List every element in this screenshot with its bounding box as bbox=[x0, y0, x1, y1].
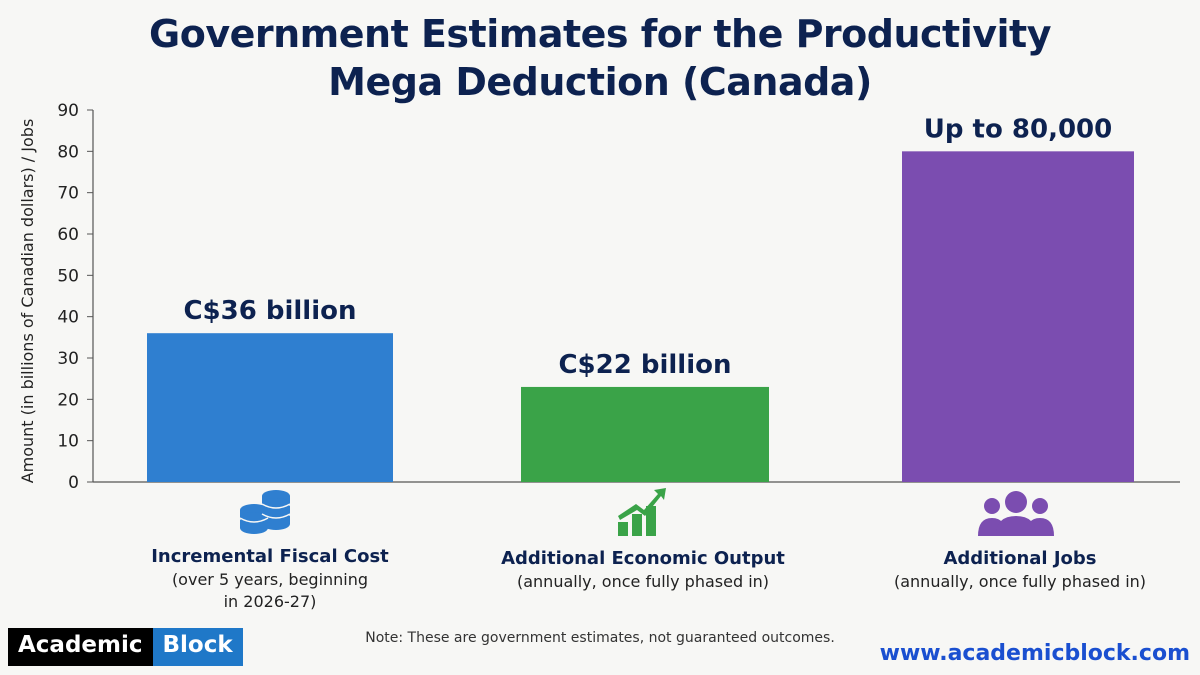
category-name: Incremental Fiscal Cost bbox=[151, 546, 389, 567]
category-name: Additional Jobs bbox=[943, 548, 1097, 569]
people-group-icon bbox=[976, 490, 1056, 542]
brand-logo[interactable]: Academic Block bbox=[8, 628, 243, 666]
brand-logo-part-2: Block bbox=[152, 628, 243, 666]
website-link[interactable]: www.academicblock.com bbox=[879, 641, 1190, 666]
bar-value-label: Up to 80,000 bbox=[924, 114, 1112, 144]
category-label-jobs: Additional Jobs (annually, once fully ph… bbox=[880, 547, 1160, 593]
y-tick-label: 20 bbox=[57, 390, 79, 410]
y-axis-label: Amount (in billions of Canadian dollars)… bbox=[18, 119, 37, 484]
y-tick-label: 80 bbox=[57, 142, 79, 162]
y-tick-label: 90 bbox=[57, 101, 79, 121]
chart-title-line-2: Mega Deduction (Canada) bbox=[328, 60, 872, 104]
category-label-economic-output: Additional Economic Output (annually, on… bbox=[488, 547, 798, 593]
category-name: Additional Economic Output bbox=[501, 548, 785, 569]
coins-stack-icon bbox=[238, 486, 294, 540]
y-tick-label: 0 bbox=[68, 473, 79, 493]
category-label-fiscal-cost: Incremental Fiscal Cost (over 5 years, b… bbox=[130, 545, 410, 613]
bar bbox=[902, 151, 1134, 483]
category-subtitle: (annually, once fully phased in) bbox=[516, 572, 770, 591]
chart-title: Government Estimates for the Productivit… bbox=[0, 10, 1200, 106]
footnote: Note: These are government estimates, no… bbox=[365, 630, 835, 646]
y-tick-label: 10 bbox=[57, 432, 79, 452]
growth-chart-icon bbox=[614, 486, 668, 542]
category-subtitle: in 2026-27) bbox=[223, 592, 317, 611]
y-tick-label: 70 bbox=[57, 184, 79, 204]
y-tick-label: 50 bbox=[57, 266, 79, 286]
bar bbox=[521, 386, 769, 482]
bar bbox=[147, 333, 393, 482]
y-tick-label: 60 bbox=[57, 225, 79, 245]
brand-logo-part-1: Academic bbox=[8, 628, 153, 666]
y-tick-label: 30 bbox=[57, 349, 79, 369]
bar-value-label: C$36 billion bbox=[183, 296, 356, 326]
category-subtitle: (over 5 years, beginning bbox=[171, 570, 369, 589]
y-tick-label: 40 bbox=[57, 308, 79, 328]
bar-value-label: C$22 billion bbox=[558, 350, 731, 380]
chart-title-line-1: Government Estimates for the Productivit… bbox=[149, 12, 1051, 56]
category-subtitle: (annually, once fully phased in) bbox=[893, 572, 1147, 591]
